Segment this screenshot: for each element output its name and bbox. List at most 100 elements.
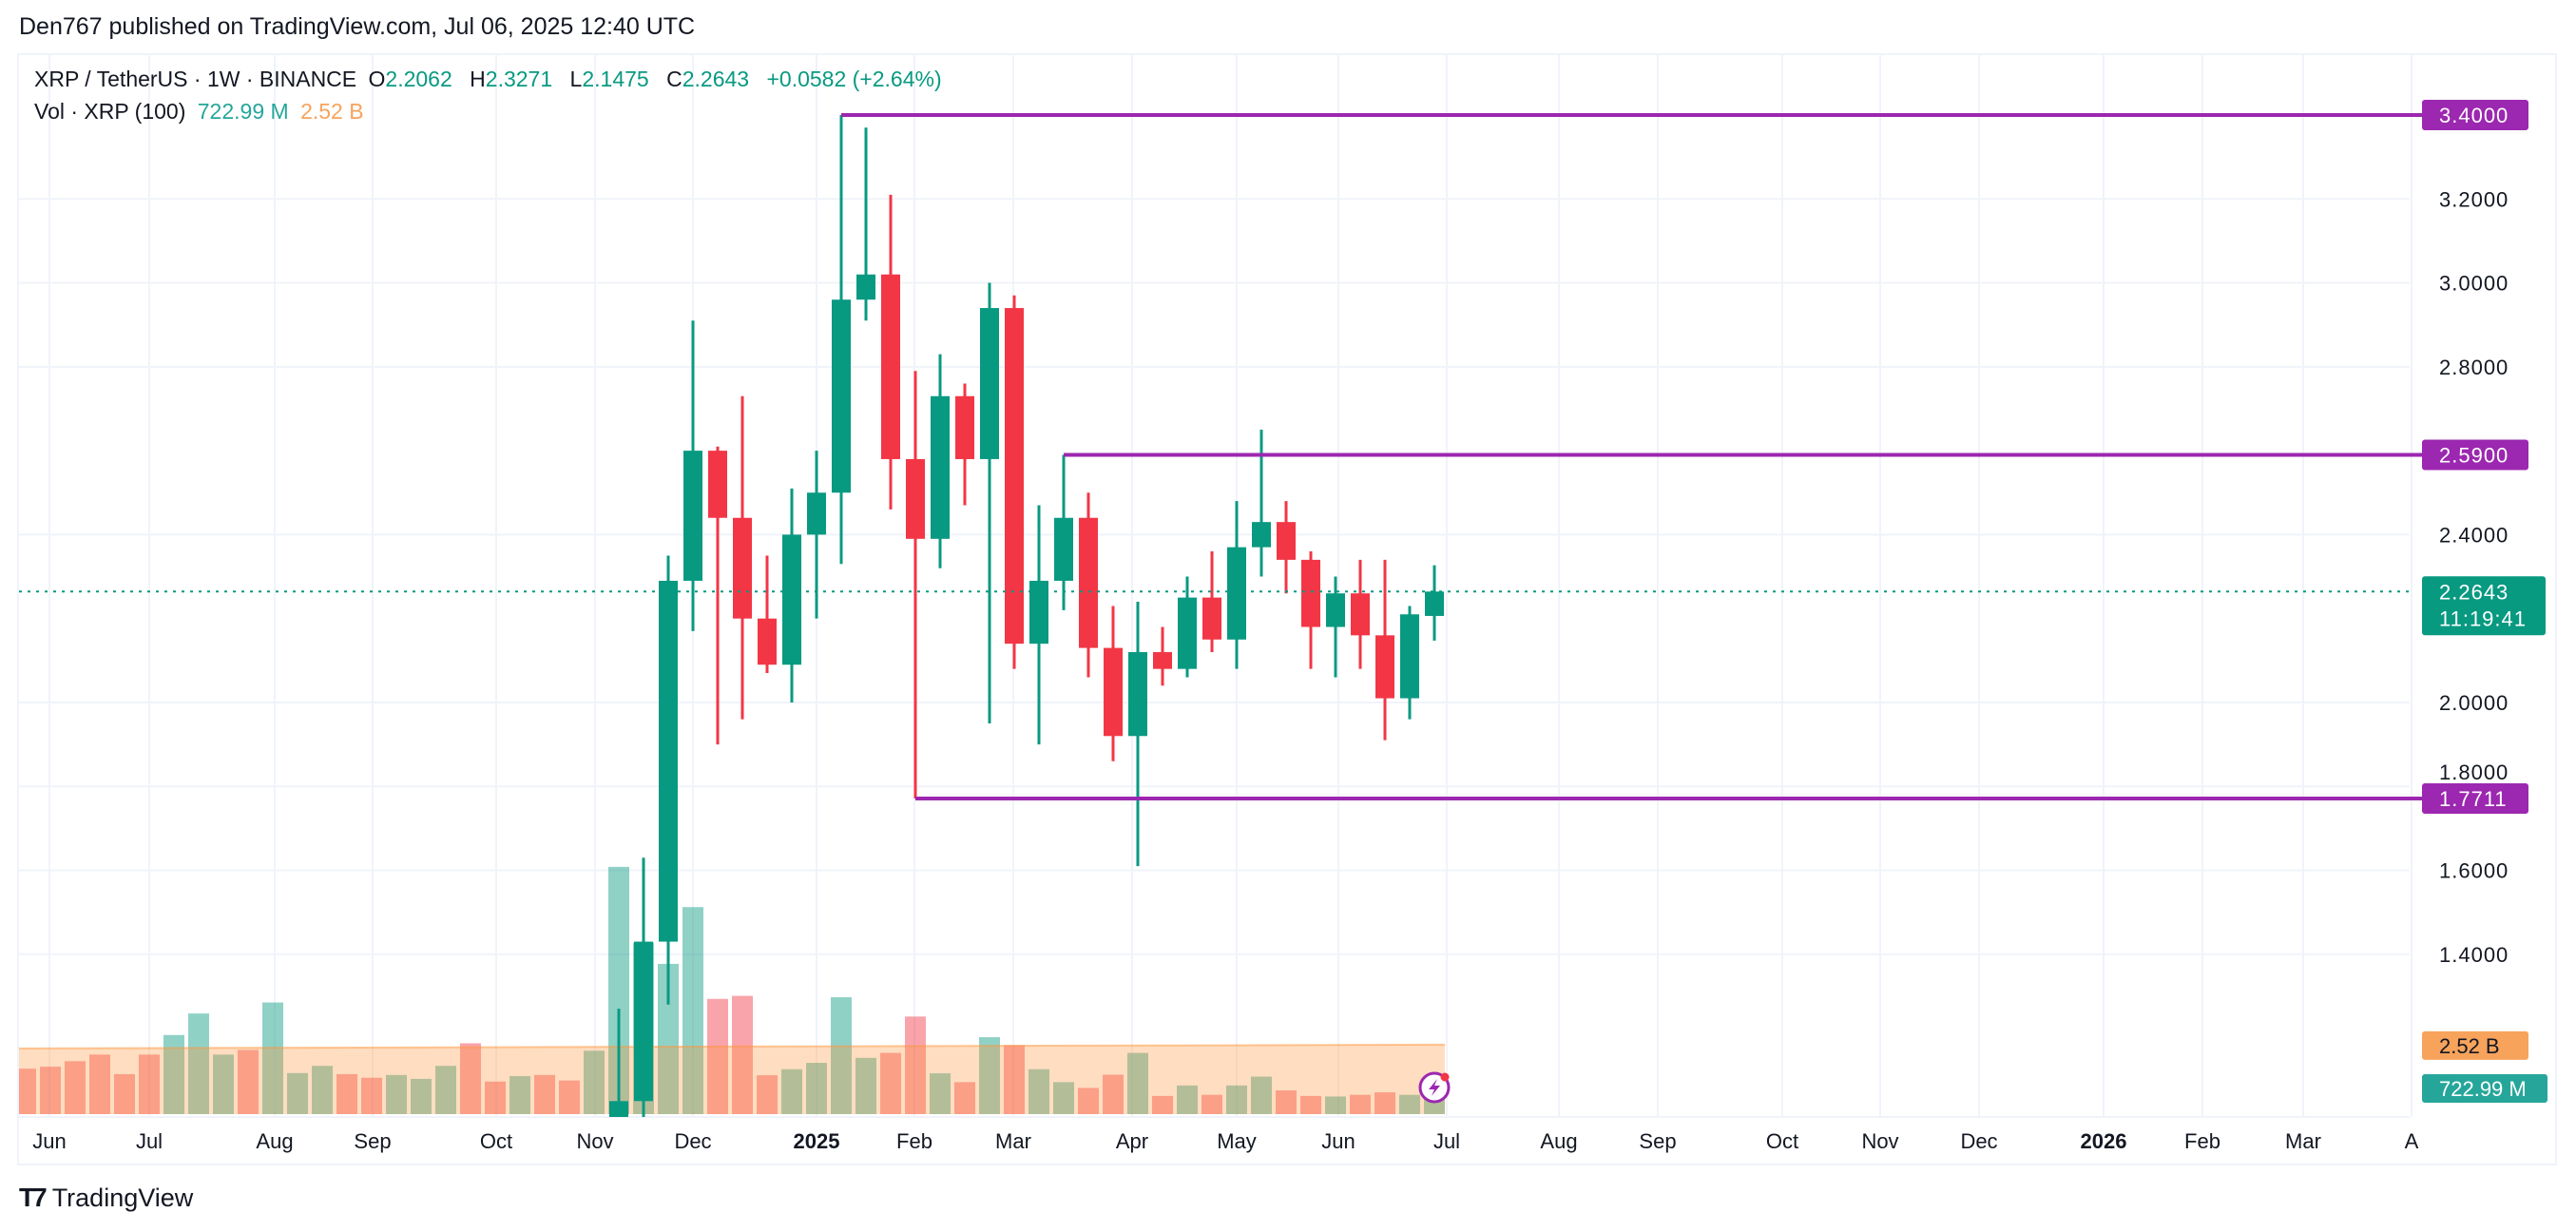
- candle-body: [856, 274, 875, 300]
- x-tick-label: Jun: [1321, 1129, 1355, 1153]
- candle-body: [881, 274, 900, 459]
- volume-bar: [1251, 1076, 1272, 1114]
- volume-bar: [509, 1075, 530, 1114]
- volume-bar: [1325, 1096, 1346, 1114]
- volume-last-label: 722.99 M: [2439, 1077, 2527, 1101]
- candle-body: [1104, 647, 1123, 737]
- volume-bar: [534, 1074, 555, 1114]
- candle-body: [906, 458, 925, 539]
- candle-body: [807, 492, 826, 535]
- x-tick-label: Nov: [1861, 1129, 1898, 1153]
- volume-bar: [163, 1034, 184, 1114]
- candle-body: [955, 395, 974, 459]
- x-tick-label: Oct: [480, 1129, 512, 1153]
- volume-bar: [707, 998, 728, 1114]
- volume-bar: [89, 1054, 110, 1114]
- x-tick-label: Mar: [2285, 1129, 2321, 1153]
- volume-legend: Vol · XRP (100) 722.99 M 2.52 B: [34, 99, 370, 125]
- y-tick-label: 2.4000: [2439, 523, 2509, 547]
- volume-bar: [19, 1068, 36, 1114]
- candle-body: [1079, 517, 1098, 648]
- candle-body: [708, 451, 727, 518]
- volume-title[interactable]: Vol · XRP (100): [34, 99, 186, 124]
- tradingview-logo[interactable]: T7 TradingView: [19, 1184, 193, 1211]
- x-tick-label: Jul: [136, 1129, 163, 1153]
- volume-bar: [435, 1066, 456, 1114]
- candle-body: [1178, 597, 1197, 669]
- candle-body: [634, 941, 653, 1102]
- volume-bar: [781, 1068, 802, 1114]
- y-tick-label: 3.0000: [2439, 272, 2509, 296]
- volume-bar: [114, 1073, 135, 1114]
- x-tick-label: Dec: [1960, 1129, 1997, 1153]
- candle-body: [1301, 559, 1320, 627]
- candle-body: [1375, 635, 1394, 699]
- volume-value: 722.99 M: [197, 99, 289, 124]
- y-tick-label: 3.2000: [2439, 187, 2509, 211]
- candle-body: [832, 299, 851, 493]
- candle-body: [1252, 522, 1271, 548]
- candle-body: [980, 308, 999, 459]
- candle-body: [1425, 591, 1444, 616]
- level-price-badge: [2422, 100, 2528, 130]
- level-price-label: 3.4000: [2439, 104, 2509, 127]
- volume-bar: [1127, 1052, 1148, 1114]
- volume-bar: [262, 1002, 283, 1114]
- volume-bar: [386, 1074, 407, 1114]
- symbol-name[interactable]: XRP / TetherUS · 1W · BINANCE: [34, 67, 357, 91]
- symbol-legend: XRP / TetherUS · 1W · BINANCE O2.2062 H2…: [34, 67, 942, 91]
- x-tick-label: A: [2405, 1129, 2419, 1153]
- x-tick-label: Aug: [1540, 1129, 1577, 1153]
- x-tick-label: Sep: [354, 1129, 391, 1153]
- candle-body: [1400, 614, 1419, 699]
- candle-body: [733, 517, 752, 619]
- x-tick-label: Feb: [896, 1129, 932, 1153]
- volume-bar: [954, 1082, 975, 1114]
- volume-bar: [139, 1054, 160, 1114]
- y-tick-label: 1.6000: [2439, 859, 2509, 883]
- volume-bar: [608, 866, 629, 1114]
- y-tick-label: 2.0000: [2439, 691, 2509, 715]
- volume-bar: [1078, 1088, 1099, 1114]
- x-tick-label: Jun: [32, 1129, 66, 1153]
- open-value: 2.2062: [385, 67, 452, 91]
- volume-bar: [1152, 1095, 1173, 1114]
- candle-body: [758, 618, 777, 665]
- volume-bar: [979, 1037, 1000, 1114]
- volume-bar: [855, 1057, 876, 1114]
- lightning-icon[interactable]: [1418, 1071, 1451, 1104]
- candle-body: [659, 580, 678, 942]
- volume-ma-label: 2.52 B: [2439, 1034, 2500, 1058]
- volume-bar: [1276, 1090, 1297, 1114]
- x-tick-label: Nov: [576, 1129, 613, 1153]
- volume-ma-line: [19, 1043, 1446, 1049]
- volume-bar: [806, 1063, 827, 1114]
- volume-bar: [559, 1080, 580, 1114]
- candle-body: [1326, 593, 1345, 627]
- candle-body: [1227, 547, 1246, 640]
- high-value: 2.3271: [485, 67, 553, 91]
- level-price-badge: [2422, 782, 2528, 814]
- x-tick-label: Dec: [674, 1129, 711, 1153]
- volume-bar: [1028, 1068, 1049, 1114]
- x-tick-label: Oct: [1766, 1129, 1798, 1153]
- level-price-label: 1.7711: [2439, 787, 2508, 811]
- candle-body: [782, 534, 801, 665]
- candle-body: [1351, 593, 1370, 636]
- volume-bar: [831, 997, 852, 1114]
- level-price-badge: [2422, 439, 2528, 471]
- candle-body: [1005, 308, 1024, 645]
- x-tick-label: Feb: [2184, 1129, 2220, 1153]
- volume-bar: [880, 1052, 901, 1114]
- volume-bar: [188, 1013, 209, 1114]
- candle-body: [1153, 651, 1172, 669]
- volume-bar: [1375, 1092, 1395, 1114]
- x-tick-label: Aug: [256, 1129, 293, 1153]
- volume-bar: [757, 1075, 778, 1114]
- last-price-badge: [2422, 576, 2546, 636]
- volume-bar: [1177, 1085, 1198, 1114]
- y-tick-label: 1.8000: [2439, 760, 2509, 784]
- brand-name: TradingView: [51, 1183, 194, 1212]
- volume-bar: [1300, 1095, 1321, 1114]
